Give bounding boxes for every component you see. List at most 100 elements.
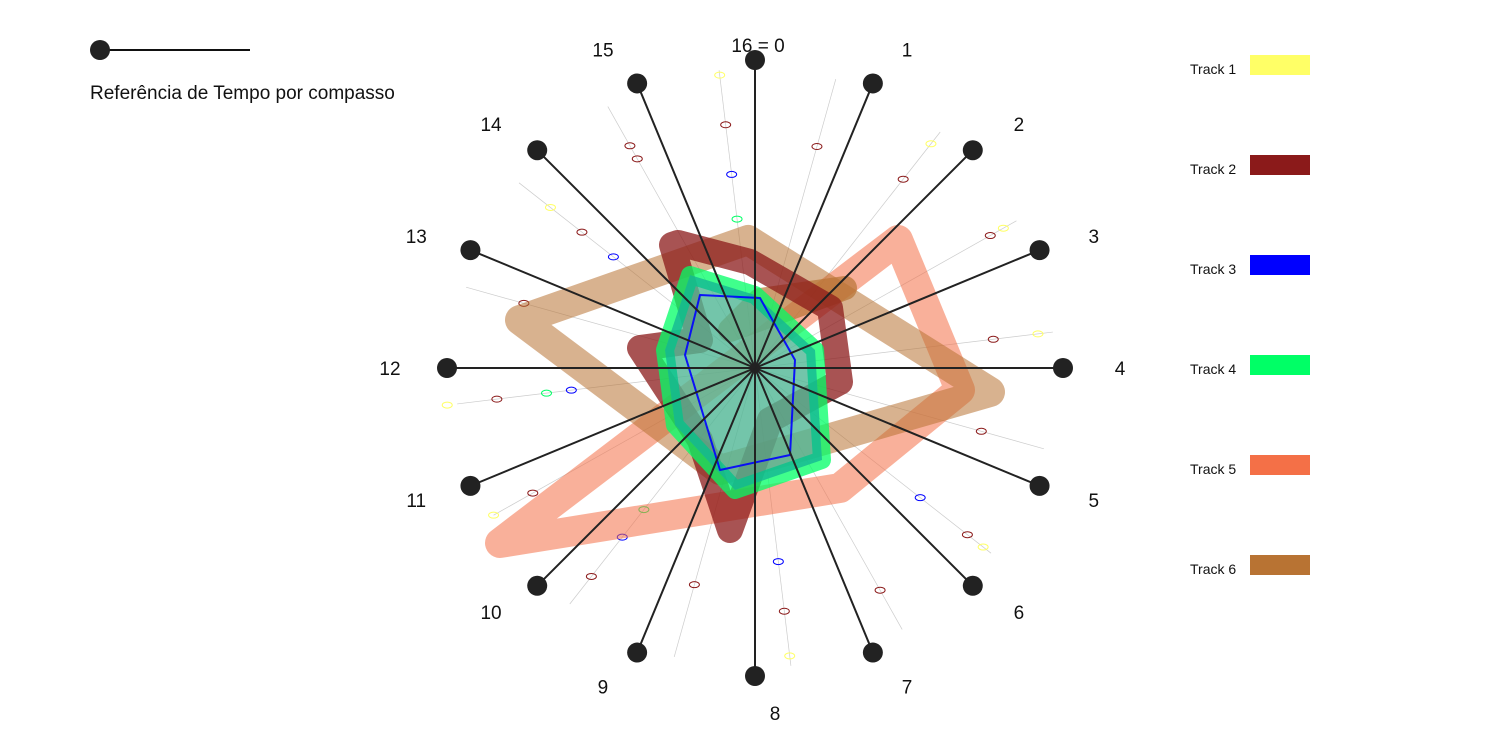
beat-node — [1029, 475, 1050, 496]
beat-spoke — [536, 367, 756, 587]
time-reference-caption: Referência de Tempo por compasso — [90, 83, 395, 104]
legend-item-track-1[interactable]: Track 1 — [1190, 55, 1320, 79]
legend-label: Track 1 — [1190, 61, 1237, 77]
beat-spoke — [536, 149, 756, 369]
beat-node — [627, 642, 648, 663]
slider-handle — [90, 40, 110, 60]
legend-label: Track 2 — [1190, 161, 1237, 177]
beat-label: 6 — [1014, 603, 1025, 624]
note-marker — [714, 71, 726, 79]
beat-label: 14 — [480, 115, 502, 136]
beat-node — [527, 575, 548, 596]
note-marker — [541, 389, 553, 397]
legend-item-track-2[interactable]: Track 2 — [1190, 155, 1320, 179]
beat-spoke — [754, 83, 874, 369]
time-reference-slider[interactable] — [90, 40, 260, 60]
note-marker — [987, 335, 999, 343]
beat-spoke — [636, 367, 756, 653]
beat-node — [1029, 240, 1050, 261]
beat-label: 12 — [379, 359, 400, 380]
beat-node — [862, 73, 883, 94]
beat-label: 13 — [406, 227, 427, 248]
beat-spoke — [754, 149, 974, 369]
beat-label: 4 — [1115, 359, 1126, 380]
beat-label: 16 = 0 — [731, 36, 784, 57]
beat-spoke — [754, 367, 974, 587]
legend-swatch — [1250, 55, 1310, 75]
beat-spoke — [636, 83, 756, 369]
beat-spoke — [754, 367, 1040, 487]
beat-label: 15 — [592, 40, 613, 61]
legend-swatch — [1250, 555, 1310, 575]
beat-spoke — [754, 249, 1040, 369]
beat-label: 5 — [1088, 491, 1099, 512]
note-marker — [997, 224, 1009, 232]
note-marker — [491, 395, 503, 403]
legend-swatch — [1250, 255, 1310, 275]
note-marker — [731, 215, 743, 223]
beat-label: 7 — [902, 678, 913, 699]
note-marker — [624, 142, 636, 150]
legend-swatch — [1250, 455, 1310, 475]
note-marker — [772, 558, 784, 566]
legend-item-track-5[interactable]: Track 5 — [1190, 455, 1320, 479]
beat-node — [745, 666, 765, 686]
note-marker — [720, 121, 732, 129]
note-marker — [1032, 330, 1044, 338]
beat-label: 11 — [406, 491, 426, 512]
legend-item-track-6[interactable]: Track 6 — [1190, 555, 1320, 579]
beat-node — [962, 140, 983, 161]
legend-label: Track 3 — [1190, 261, 1237, 277]
beat-node — [962, 575, 983, 596]
note-marker — [565, 386, 577, 394]
note-marker — [925, 140, 937, 148]
legend-label: Track 5 — [1190, 461, 1237, 477]
beat-node — [862, 642, 883, 663]
legend-swatch — [1250, 355, 1310, 375]
note-marker — [811, 142, 823, 150]
note-marker — [914, 494, 926, 502]
note-marker — [527, 489, 539, 497]
beat-spoke — [470, 367, 756, 487]
note-marker — [688, 581, 700, 589]
note-marker — [726, 170, 738, 178]
beat-label: 8 — [770, 704, 781, 725]
beat-spoke — [754, 367, 874, 653]
track-5-polygon — [485, 225, 975, 558]
beat-spoke — [470, 249, 756, 369]
note-marker — [585, 572, 597, 580]
note-marker — [544, 203, 556, 211]
note-marker — [488, 511, 500, 519]
beat-spokes — [437, 50, 1073, 686]
note-marker — [441, 401, 453, 409]
note-marker — [874, 586, 886, 594]
note-marker — [975, 427, 987, 435]
beat-label: 1 — [902, 40, 913, 61]
legend-label: Track 6 — [1190, 561, 1237, 577]
beat-node — [627, 73, 648, 94]
note-marker — [576, 228, 588, 236]
beat-node — [745, 50, 765, 70]
beat-label: 2 — [1014, 115, 1025, 136]
beat-node — [437, 358, 457, 378]
legend-label: Track 4 — [1190, 361, 1237, 377]
beat-label: 9 — [598, 678, 609, 699]
note-marker — [778, 607, 790, 615]
note-marker — [607, 253, 619, 261]
note-marker — [784, 652, 796, 660]
beat-node — [527, 140, 548, 161]
beat-node — [1053, 358, 1073, 378]
note-marker — [897, 175, 909, 183]
beat-label: 10 — [480, 603, 501, 624]
beat-node — [460, 240, 481, 261]
note-marker — [961, 531, 973, 539]
note-marker — [977, 543, 989, 551]
legend-item-track-4[interactable]: Track 4 — [1190, 355, 1320, 379]
beat-node — [460, 475, 481, 496]
beat-label: 3 — [1088, 227, 1099, 248]
legend-item-track-3[interactable]: Track 3 — [1190, 255, 1320, 279]
note-marker — [984, 232, 996, 240]
note-marker — [631, 155, 643, 163]
